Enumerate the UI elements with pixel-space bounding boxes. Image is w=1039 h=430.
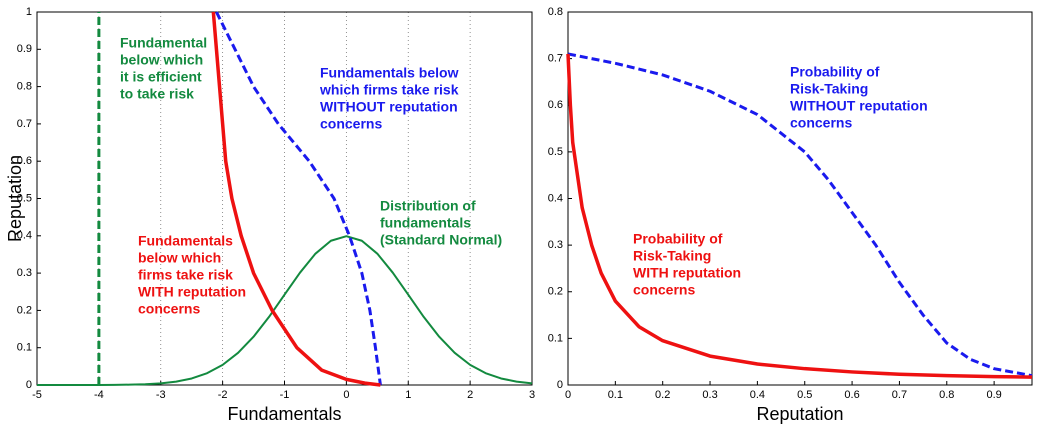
annotation: Risk-Taking [790, 81, 868, 97]
annotation: concerns [633, 282, 695, 298]
y-axis-label: Reputation [5, 155, 25, 242]
y-tick-label: 0.8 [548, 6, 563, 18]
y-tick-label: 0.8 [17, 81, 32, 93]
y-tick-label: 0.4 [548, 192, 563, 204]
annotation: Fundamental [120, 35, 207, 51]
x-tick-label: 0.6 [844, 389, 859, 401]
x-axis-label: Reputation [756, 404, 843, 424]
x-axis-label: Fundamentals [227, 404, 341, 424]
x-tick-label: 0.5 [797, 389, 812, 401]
annotation: it is efficient [120, 69, 202, 85]
y-tick-label: 1 [26, 6, 32, 18]
x-tick-label: 2 [467, 389, 473, 401]
x-tick-label: 0.9 [986, 389, 1001, 401]
annotation: Probability of [790, 64, 880, 80]
y-tick-label: 0 [557, 379, 563, 391]
annotation: Distribution of [380, 198, 476, 214]
y-tick-label: 0.2 [17, 304, 32, 316]
series-line [37, 235, 533, 386]
plot-frame [567, 11, 1033, 386]
series-line [566, 53, 1033, 379]
x-tick-label: 0.1 [608, 389, 623, 401]
annotation: firms take risk [138, 267, 233, 283]
annotation: concerns [790, 115, 852, 131]
y-tick-label: 0.3 [548, 239, 563, 251]
annotation: concerns [320, 116, 382, 132]
y-tick-label: 0.7 [17, 118, 32, 130]
annotation: concerns [138, 301, 200, 317]
annotation: Fundamentals [138, 233, 233, 249]
x-tick-label: -5 [32, 389, 42, 401]
y-tick-label: 0.3 [17, 267, 32, 279]
plot-frame [36, 11, 533, 386]
x-tick-label: 0.2 [655, 389, 670, 401]
x-tick-label: 0 [343, 389, 349, 401]
x-tick-label: 0.7 [892, 389, 907, 401]
y-tick-label: 0.5 [17, 192, 32, 204]
annotation: WITH reputation [138, 284, 246, 300]
annotation: WITHOUT reputation [790, 98, 928, 114]
y-tick-label: 0.7 [548, 53, 563, 65]
y-tick-label: 0.2 [548, 286, 563, 298]
y-tick-label: 0.6 [17, 155, 32, 167]
annotation: which firms take risk [319, 82, 459, 98]
x-tick-label: -3 [156, 389, 166, 401]
x-tick-label: 1 [405, 389, 411, 401]
y-tick-label: 0.1 [17, 342, 32, 354]
series-line [215, 11, 382, 386]
annotation: Probability of [633, 231, 723, 247]
annotation: Risk-Taking [633, 248, 711, 264]
x-tick-label: 0.4 [750, 389, 765, 401]
x-tick-label: -1 [280, 389, 290, 401]
annotation: WITH reputation [633, 265, 741, 281]
series-line [567, 52, 1033, 378]
chart: 0 0.1 0.2 0.3 0.4 0.5 0.6 0.7 0.8 0.9 0 0.1 0.2 0.3 0.… [548, 6, 1033, 424]
annotation: WITHOUT reputation [320, 99, 458, 115]
y-tick-label: 0 [26, 379, 32, 391]
annotation: below which [138, 250, 221, 266]
annotation: below which [120, 52, 203, 68]
y-tick-label: 0.5 [548, 146, 563, 158]
x-tick-label: -2 [218, 389, 228, 401]
y-tick-label: 0.9 [17, 43, 32, 55]
y-tick-label: 0.6 [548, 99, 563, 111]
annotation: to take risk [120, 86, 194, 102]
y-tick-label: 0.1 [548, 332, 563, 344]
series-line [211, 11, 381, 387]
x-tick-label: 0.3 [702, 389, 717, 401]
annotation: fundamentals [380, 215, 471, 231]
annotation: (Standard Normal) [380, 232, 502, 248]
annotation: Fundamentals below [320, 65, 459, 81]
x-tick-label: 0 [565, 389, 571, 401]
x-tick-label: 3 [529, 389, 535, 401]
x-tick-label: 0.8 [939, 389, 954, 401]
x-tick-label: -4 [94, 389, 104, 401]
chart: -5 -4 -3 -2 -1 0 1 2 3 0 0.1 0.2 0.3 0.4 0.5 0.6 0.7 0.8 0… [5, 6, 535, 424]
y-tick-label: 0.4 [17, 230, 32, 242]
